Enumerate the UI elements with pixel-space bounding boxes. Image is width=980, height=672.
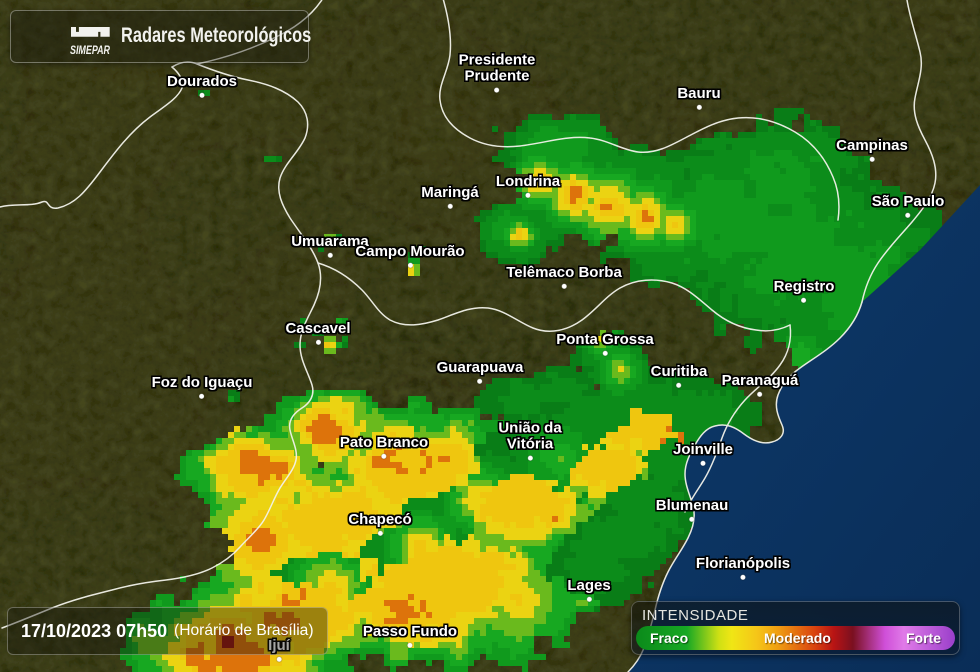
svg-text:SIMEPAR: SIMEPAR <box>70 43 110 57</box>
